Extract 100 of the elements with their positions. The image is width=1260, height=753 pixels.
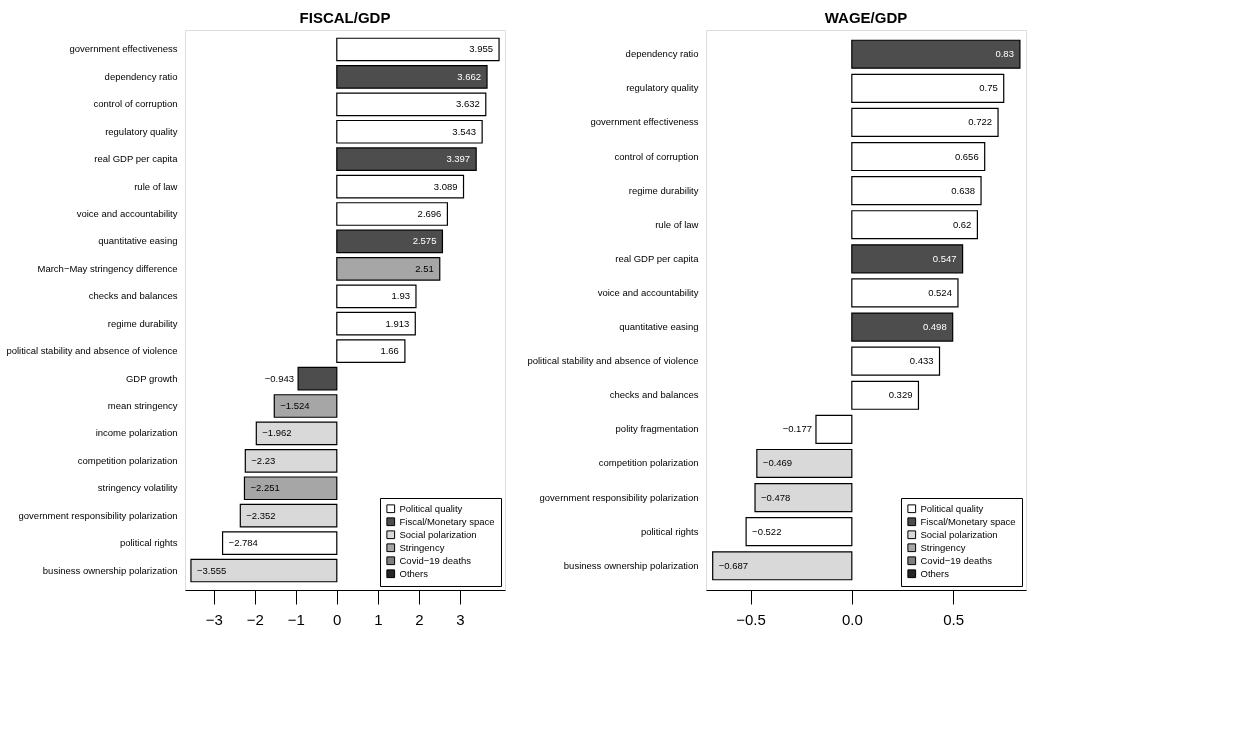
data-label: −0.687 [718,559,749,571]
x-tick-label: 0.5 [943,610,965,628]
bar [851,210,978,240]
y-tick-label: rule of law [134,180,178,192]
bar [712,551,853,581]
legend-label: Covid−19 deaths [920,554,993,566]
data-label: 1.93 [391,290,410,302]
bar [336,92,487,117]
y-tick-label: rule of law [655,218,699,230]
y-tick-label: regulatory quality [626,82,699,94]
data-label: −1.524 [280,399,310,411]
y-tick-label: government responsibility polarization [18,509,178,521]
data-label: −1.962 [262,427,292,439]
data-label: 0.75 [979,82,998,94]
y-tick-label: political rights [640,525,699,537]
bar [336,339,406,363]
y-tick-label: stringency volatility [97,482,178,494]
data-label: 3.632 [456,98,480,110]
data-label: 0.524 [928,286,952,298]
data-label: 3.397 [446,153,471,165]
chart-title: FISCAL/GDP [299,9,391,26]
y-tick-label: polity fragmentation [615,423,699,435]
bar [273,394,338,418]
y-tick-label: political stability and absence of violence [527,355,699,367]
x-tick-label: 2 [415,610,424,628]
bar [851,244,964,274]
bar [297,366,338,391]
bar [336,174,465,199]
data-label: 1.66 [380,345,399,357]
legend-label: Stringency [399,541,445,553]
data-label: 0.62 [952,218,972,230]
data-label: −0.522 [752,525,782,537]
bar [815,414,853,444]
bar [336,65,488,89]
data-label: −0.943 [264,372,295,384]
data-label: 2.51 [415,262,434,274]
data-label: −0.177 [782,423,812,435]
bar [336,202,448,226]
bar [851,73,1005,103]
y-tick-label: business ownership polarization [42,564,178,576]
x-tick-label: 3 [456,610,465,628]
bar [336,37,500,62]
y-tick-label: government responsibility polarization [539,491,699,503]
x-tick-label: 0.0 [841,610,863,628]
data-label: 3.543 [452,125,477,137]
bar [336,229,444,254]
x-tick-label: −1 [287,610,305,628]
legend-label: Others [399,567,429,579]
bar [336,311,416,336]
bar [190,558,338,583]
bar [239,503,338,528]
legend-label: Stringency [920,541,966,553]
bar [243,476,338,501]
y-tick-label: competition polarization [77,454,178,466]
y-tick-label: quantitative easing [98,235,178,247]
data-label: 3.955 [469,43,494,55]
legend-label: Fiscal/Monetary space [920,515,1016,527]
data-label: −0.469 [762,457,793,469]
x-tick-label: 1 [374,610,383,628]
x-tick-label: −2 [246,610,264,628]
bar [336,147,477,172]
data-label: 3.089 [433,180,458,192]
bar [851,141,986,172]
data-label: 3.662 [457,70,482,82]
data-label: 1.913 [385,317,410,329]
bar [851,380,920,410]
legend-label: Social polarization [920,528,998,540]
data-label: 0.656 [954,150,979,162]
data-label: 2.575 [412,235,437,247]
y-tick-label: income polarization [95,427,178,439]
data-label: 0.638 [951,184,976,196]
y-tick-label: regulatory quality [105,125,178,137]
y-tick-label: quantitative easing [619,321,699,333]
data-label: −2.23 [251,454,276,466]
data-label: 0.498 [922,321,947,333]
y-tick-label: regime durability [628,184,699,196]
y-tick-label: business ownership polarization [563,559,699,571]
legend-label: Political quality [399,502,463,514]
bar [336,257,441,281]
chart-title: WAGE/GDP [824,9,908,26]
bar [851,312,954,342]
bar [336,284,417,309]
y-tick-label: voice and accountability [597,286,699,298]
x-tick-label: −0.5 [736,610,766,628]
data-label: −0.478 [761,491,791,503]
y-tick-label: real GDP per capita [615,252,700,264]
legend-label: Others [920,567,950,579]
data-label: 0.722 [968,116,993,128]
legend-label: Social polarization [399,528,477,540]
data-label: 0.329 [888,389,913,401]
y-tick-label: political rights [119,537,178,549]
y-tick-label: mean stringency [107,399,178,411]
bar [851,278,959,308]
y-tick-label: dependency ratio [625,48,699,60]
data-label: 0.83 [995,48,1014,60]
bar [851,39,1021,69]
bar [221,531,338,555]
y-tick-label: March−May stringency difference [37,262,178,274]
data-label: −3.555 [196,564,227,576]
y-tick-label: government effectiveness [590,116,699,128]
